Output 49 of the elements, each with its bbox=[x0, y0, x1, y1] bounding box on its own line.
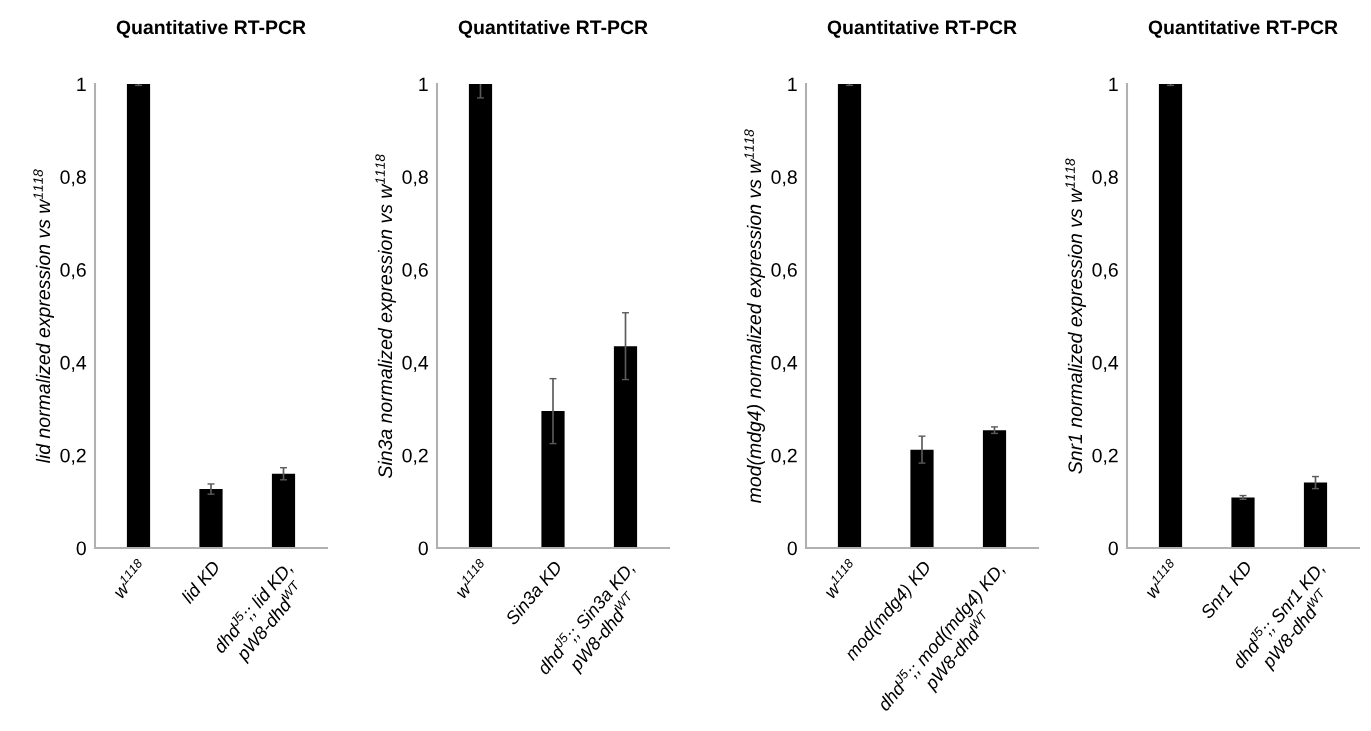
y-tick-label: 0,4 bbox=[771, 355, 798, 372]
y-tick-label: 0,2 bbox=[1092, 448, 1118, 465]
y-tick-label: 0,6 bbox=[60, 263, 86, 280]
chart-title: Quantitative RT-PCR bbox=[116, 19, 306, 38]
y-tick-label: 0,2 bbox=[60, 448, 86, 465]
bar bbox=[613, 346, 638, 548]
x-tick-label: w$^{1118}$ bbox=[452, 558, 491, 599]
y-tick-label: 0,8 bbox=[1092, 170, 1118, 187]
bar bbox=[468, 84, 493, 548]
bar bbox=[982, 430, 1007, 548]
y-tick-label: 0 bbox=[1108, 541, 1118, 556]
y-tick-label: 0,4 bbox=[402, 355, 429, 372]
x-tick-label: lid KD bbox=[180, 559, 221, 605]
y-tick-label: 0,6 bbox=[1092, 263, 1118, 280]
y-axis-title: Sin3a normalized expression vs w$^{1118}$ bbox=[375, 154, 396, 479]
y-tick-label: 0,4 bbox=[60, 355, 87, 372]
chart-title: Quantitative RT-PCR bbox=[458, 19, 648, 38]
y-tick-label: 1 bbox=[1109, 77, 1118, 92]
bar bbox=[1231, 497, 1255, 548]
y-tick-label: 0,8 bbox=[402, 170, 428, 187]
x-tick-label: w$^{1118}$ bbox=[110, 558, 149, 599]
chart-title: Quantitative RT-PCR bbox=[827, 19, 1017, 38]
bar bbox=[541, 411, 565, 548]
chart-title: Quantitative RT-PCR bbox=[1148, 19, 1338, 38]
y-tick-label: 0,6 bbox=[402, 263, 428, 280]
y-axis-title: mod(mdg4) normalized expression vs w$^{1118}$ bbox=[744, 129, 765, 504]
y-tick-label: 0,6 bbox=[771, 263, 797, 280]
y-tick-label: 0,2 bbox=[402, 448, 428, 465]
bar bbox=[1158, 84, 1183, 548]
bar bbox=[1303, 482, 1328, 548]
y-tick-label: 0 bbox=[76, 541, 86, 556]
y-tick-label: 1 bbox=[419, 77, 428, 92]
bar bbox=[199, 489, 223, 548]
y-tick-label: 0 bbox=[787, 541, 797, 556]
bar bbox=[910, 449, 934, 548]
bar bbox=[271, 473, 296, 548]
y-axis-title: Snr1 normalized expression vs w$^{1118}$ bbox=[1065, 158, 1086, 474]
x-tick-label: w$^{1118}$ bbox=[821, 558, 860, 599]
y-tick-label: 0,2 bbox=[771, 448, 797, 465]
y-tick-label: 0 bbox=[418, 541, 428, 556]
y-tick-label: 0,4 bbox=[1092, 355, 1119, 372]
x-tick-label: w$^{1118}$ bbox=[1142, 558, 1181, 599]
y-axis-title: lid normalized expression vs w$^{1118}$ bbox=[33, 169, 54, 464]
y-tick-label: 0,8 bbox=[771, 170, 797, 187]
y-tick-label: 1 bbox=[77, 77, 86, 92]
bar bbox=[126, 84, 151, 548]
y-tick-label: 0,8 bbox=[60, 170, 86, 187]
y-tick-label: 1 bbox=[788, 77, 797, 92]
bar bbox=[837, 84, 862, 548]
